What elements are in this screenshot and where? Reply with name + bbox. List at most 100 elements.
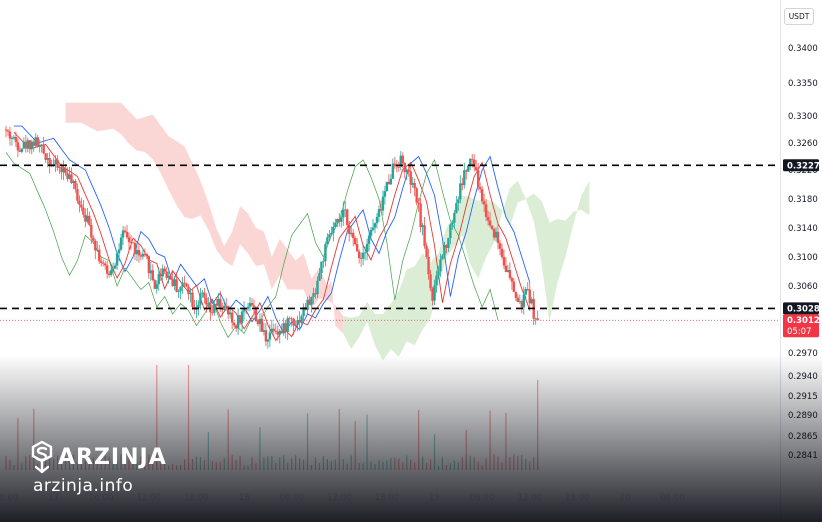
candle-body[interactable] xyxy=(363,252,367,254)
candle-body[interactable] xyxy=(137,249,141,256)
candle-body[interactable] xyxy=(179,286,182,292)
candle-body[interactable] xyxy=(486,216,490,221)
candle-body[interactable] xyxy=(393,163,397,167)
candle-body[interactable] xyxy=(252,305,256,307)
candle-body[interactable] xyxy=(369,229,373,236)
candle-body[interactable] xyxy=(115,253,119,266)
candle-body[interactable] xyxy=(14,137,18,143)
candle-body[interactable] xyxy=(125,231,129,238)
candle-body[interactable] xyxy=(219,298,222,308)
candle-body[interactable] xyxy=(326,237,329,245)
candle-body[interactable] xyxy=(425,246,428,257)
candle-body[interactable] xyxy=(6,130,10,132)
candle-body[interactable] xyxy=(151,270,155,281)
candle-body[interactable] xyxy=(524,288,527,295)
candle-body[interactable] xyxy=(318,273,321,281)
candle-body[interactable] xyxy=(453,212,456,223)
candle-body[interactable] xyxy=(199,293,202,305)
candle-body[interactable] xyxy=(82,207,85,215)
candle-body[interactable] xyxy=(381,196,385,211)
candle-body[interactable] xyxy=(401,155,404,164)
candle-body[interactable] xyxy=(155,284,158,289)
candle-body[interactable] xyxy=(441,255,444,260)
candle-body[interactable] xyxy=(74,181,77,190)
candle-body[interactable] xyxy=(16,142,20,151)
candle-body[interactable] xyxy=(332,227,335,233)
candle-body[interactable] xyxy=(375,216,379,224)
candle-body[interactable] xyxy=(105,265,109,274)
candle-body[interactable] xyxy=(348,225,351,235)
candle-body[interactable] xyxy=(266,339,270,342)
candle-body[interactable] xyxy=(328,234,331,238)
candle-body[interactable] xyxy=(371,227,375,230)
candle-body[interactable] xyxy=(102,262,105,264)
candle-body[interactable] xyxy=(351,232,355,239)
candle-body[interactable] xyxy=(90,224,93,238)
candle-body[interactable] xyxy=(409,171,412,185)
candle-body[interactable] xyxy=(250,303,254,306)
candle-body[interactable] xyxy=(240,311,244,323)
candle-body[interactable] xyxy=(20,148,24,152)
candle-body[interactable] xyxy=(177,291,180,292)
candle-body[interactable] xyxy=(191,292,194,307)
candle-body[interactable] xyxy=(467,165,470,172)
candle-body[interactable] xyxy=(88,215,91,225)
candle-body[interactable] xyxy=(322,261,325,262)
candle-body[interactable] xyxy=(514,291,518,298)
candle-body[interactable] xyxy=(324,244,327,262)
candle-body[interactable] xyxy=(413,183,416,189)
time-axis[interactable]: 18:00 17 06:00 12:00 18:00 18 06:00 12:00 18:00 1… xyxy=(0,493,685,503)
candle-body[interactable] xyxy=(42,144,45,154)
candle-body[interactable] xyxy=(334,222,337,228)
candle-body[interactable] xyxy=(145,254,149,257)
candle-body[interactable] xyxy=(300,316,303,323)
candle-body[interactable] xyxy=(123,230,127,232)
candle-body[interactable] xyxy=(56,159,59,168)
candle-body[interactable] xyxy=(260,318,264,332)
candle-body[interactable] xyxy=(474,167,478,171)
candle-body[interactable] xyxy=(76,189,79,201)
candle-body[interactable] xyxy=(498,243,502,249)
candle-body[interactable] xyxy=(447,238,450,248)
candle-body[interactable] xyxy=(471,158,474,160)
candle-body[interactable] xyxy=(429,274,432,289)
candle-body[interactable] xyxy=(395,166,399,167)
candle-body[interactable] xyxy=(407,169,410,172)
candle-body[interactable] xyxy=(433,285,436,301)
candle-body[interactable] xyxy=(340,217,343,222)
candle-body[interactable] xyxy=(389,178,393,185)
candle-body[interactable] xyxy=(232,322,236,326)
candle-body[interactable] xyxy=(103,263,107,266)
candle-body[interactable] xyxy=(64,168,67,174)
candle-body[interactable] xyxy=(522,294,525,308)
candle-body[interactable] xyxy=(459,183,462,200)
candle-body[interactable] xyxy=(415,188,418,203)
candle-body[interactable] xyxy=(455,203,458,213)
candle-body[interactable] xyxy=(439,259,442,272)
candle-body[interactable] xyxy=(109,270,113,275)
candle-body[interactable] xyxy=(268,332,272,340)
candle-body[interactable] xyxy=(383,191,387,197)
candle-body[interactable] xyxy=(476,170,480,188)
candle-body[interactable] xyxy=(183,282,186,284)
candle-body[interactable] xyxy=(10,138,14,140)
candle-body[interactable] xyxy=(478,187,482,190)
candle-body[interactable] xyxy=(423,225,426,247)
currency-badge[interactable]: USDT xyxy=(784,8,814,25)
candle-body[interactable] xyxy=(496,231,500,244)
candle-body[interactable] xyxy=(373,223,377,228)
candle-body[interactable] xyxy=(169,275,172,280)
candle-body[interactable] xyxy=(484,204,488,217)
candle-body[interactable] xyxy=(355,244,359,252)
candle-body[interactable] xyxy=(488,220,492,226)
candle-body[interactable] xyxy=(78,200,81,205)
candle-body[interactable] xyxy=(310,297,313,305)
candle-body[interactable] xyxy=(38,145,41,147)
candle-body[interactable] xyxy=(100,261,103,263)
candle-body[interactable] xyxy=(427,256,430,275)
candle-body[interactable] xyxy=(330,232,333,235)
candle-body[interactable] xyxy=(185,283,188,287)
candle-body[interactable] xyxy=(417,202,420,204)
